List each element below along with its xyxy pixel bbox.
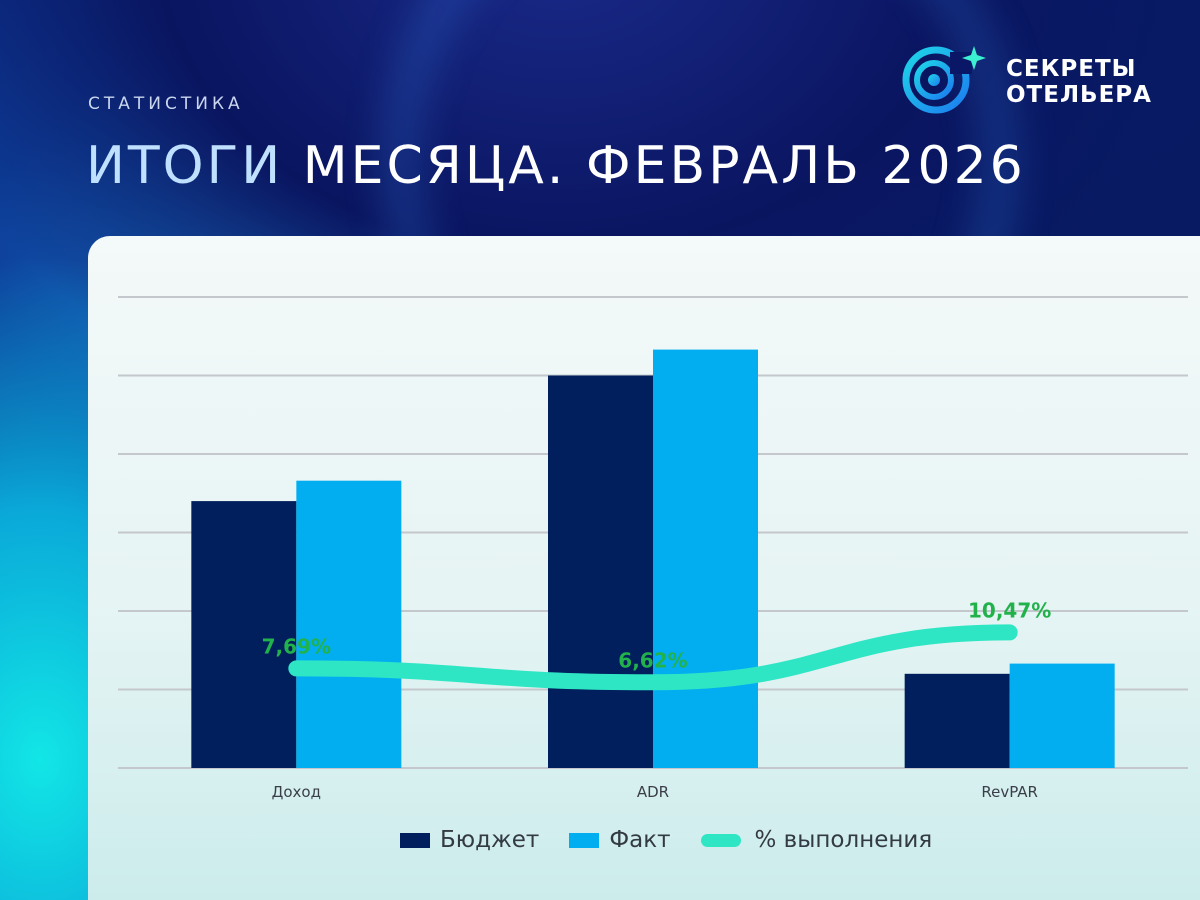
bar-fact-0: [296, 480, 402, 768]
completion-data-label-1: 6,62%: [618, 648, 687, 672]
completion-line: [288, 624, 1018, 691]
brand-name-line1: СЕКРЕТЫ: [1006, 56, 1137, 82]
legend-item-budget: Бюджет: [400, 827, 539, 853]
completion-data-label-2: 10,47%: [968, 598, 1051, 622]
bar-budget-1: [548, 375, 653, 768]
bar-budget-0: [191, 501, 297, 768]
brand-name-line2: ОТЕЛЬЕРА: [1006, 82, 1152, 108]
legend-label-fact: Факт: [609, 827, 671, 853]
bar-fact-2: [1009, 663, 1115, 768]
legend-label-completion: % выполнения: [754, 827, 933, 853]
x-tick-label-2: RevPAR: [981, 783, 1038, 801]
x-tick-label-0: Доход: [272, 783, 321, 801]
brand-logo: СЕКРЕТЫ ОТЕЛЬЕРА: [900, 40, 1160, 120]
legend-swatch-completion: [700, 833, 741, 847]
legend-item-fact: Факт: [569, 827, 671, 853]
section-kicker: СТАТИСТИКА: [88, 94, 244, 114]
legend-item-completion: % выполнения: [700, 827, 933, 853]
page-title-part1: ИТОГИ: [86, 136, 284, 196]
legend-swatch-budget: [400, 832, 430, 848]
legend-label-budget: Бюджет: [440, 827, 540, 853]
bar-fact-1: [653, 349, 758, 768]
legend-swatch-fact: [569, 832, 600, 848]
brand-name: СЕКРЕТЫ ОТЕЛЬЕРА: [1006, 56, 1152, 108]
page-title-part2: МЕСЯЦА. ФЕВРАЛЬ 2026: [302, 136, 1026, 196]
bar-budget-2: [904, 673, 1010, 768]
x-tick-label-1: ADR: [637, 783, 669, 801]
chart-legend: Бюджет Факт % выполнения: [400, 826, 962, 854]
completion-data-label-0: 7,69%: [262, 634, 331, 658]
orbit-star-icon: [902, 46, 986, 114]
page-title: ИТОГИ МЕСЯЦА. ФЕВРАЛЬ 2026: [86, 136, 1026, 196]
